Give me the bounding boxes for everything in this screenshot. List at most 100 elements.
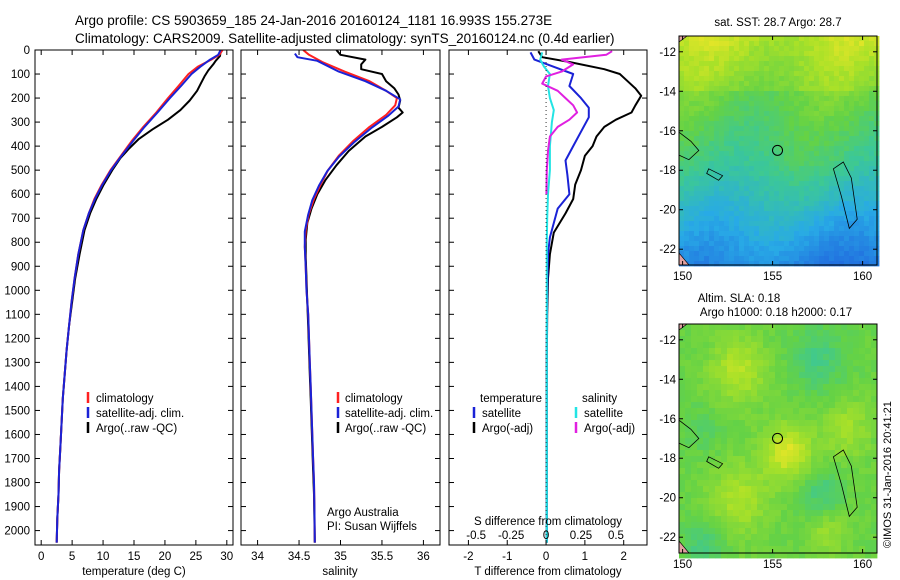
map-cell <box>834 206 840 212</box>
map-cell <box>691 498 698 505</box>
map-cell <box>721 510 728 517</box>
map-cell <box>769 480 776 487</box>
map-x-tick-label: 160 <box>853 271 872 283</box>
imos-credit: ©IMOS 31-Jan-2016 20:41:21 <box>882 401 894 548</box>
map-cell <box>781 426 788 433</box>
map-cell <box>685 384 692 391</box>
map-cell <box>704 226 710 232</box>
map-cell <box>719 236 725 242</box>
map-cell <box>779 51 785 57</box>
map-cell <box>781 354 788 361</box>
map-cell <box>859 534 866 541</box>
map-cell <box>859 76 865 82</box>
map-cell <box>865 546 872 553</box>
map-cell <box>849 106 855 112</box>
map-cell <box>763 390 770 397</box>
map-cell <box>824 166 830 172</box>
map-cell <box>865 402 872 409</box>
map-cell <box>749 191 755 197</box>
reef-outline <box>832 449 858 518</box>
map-cell <box>714 111 720 117</box>
map-cell <box>759 221 765 227</box>
map-cell <box>754 121 760 127</box>
map-cell <box>854 86 860 92</box>
map-cell <box>769 66 775 72</box>
map-cell <box>724 176 730 182</box>
map-cell <box>819 71 825 77</box>
map-cell <box>854 151 860 157</box>
map-cell <box>844 196 850 202</box>
map-cell <box>793 450 800 457</box>
map-cell <box>799 378 806 385</box>
map-cell <box>709 76 715 82</box>
map-cell <box>835 360 842 367</box>
map-cell <box>829 408 836 415</box>
map-cell <box>759 191 765 197</box>
map-cell <box>847 324 854 331</box>
map-cell <box>739 106 745 112</box>
map-cell <box>729 111 735 117</box>
map-cell <box>703 342 710 349</box>
map-cell <box>697 378 704 385</box>
map-cell <box>679 41 685 47</box>
map-cell <box>805 492 812 499</box>
map-cell <box>859 101 865 107</box>
map-cell <box>823 540 830 547</box>
map-cell <box>714 106 720 112</box>
map-cell <box>779 76 785 82</box>
map-cell <box>775 546 782 553</box>
map-cell <box>869 56 875 62</box>
depth-tick-label: 100 <box>11 69 30 81</box>
map-cell <box>689 111 695 117</box>
map-cell <box>834 156 840 162</box>
map-cell <box>811 342 818 349</box>
map-cell <box>853 432 860 439</box>
map-cell <box>789 131 795 137</box>
map-cell <box>754 251 760 257</box>
map-cell <box>789 141 795 147</box>
map-cell <box>703 546 710 553</box>
map-cell <box>864 156 870 162</box>
map-cell <box>729 56 735 62</box>
map-cell <box>745 360 752 367</box>
map-cell <box>799 221 805 227</box>
map-cell <box>729 146 735 152</box>
map-cell <box>751 498 758 505</box>
map-cell <box>814 36 820 42</box>
map-cell <box>844 246 850 252</box>
map-cell <box>714 216 720 222</box>
map-cell <box>719 246 725 252</box>
map-cell <box>784 216 790 222</box>
map-cell <box>789 71 795 77</box>
map-cell <box>829 61 835 67</box>
map-cell <box>784 81 790 87</box>
map-cell <box>744 51 750 57</box>
map-cell <box>847 348 854 355</box>
map-cell <box>691 432 698 439</box>
map-cell <box>799 46 805 52</box>
map-cell <box>829 516 836 523</box>
map-cell <box>849 51 855 57</box>
map-cell <box>727 468 734 475</box>
map-cell <box>847 450 854 457</box>
map-cell <box>847 330 854 337</box>
map-cell <box>751 462 758 469</box>
map-cell <box>871 468 878 475</box>
map-cell <box>739 408 746 415</box>
map-cell <box>699 86 705 92</box>
map-cell <box>829 492 836 499</box>
map-cell <box>697 510 704 517</box>
map-cell <box>859 136 865 142</box>
map-cell <box>724 186 730 192</box>
map-cell <box>824 101 830 107</box>
map-cell <box>849 61 855 67</box>
map-cell <box>709 196 715 202</box>
map-cell <box>739 474 746 481</box>
map-cell <box>699 176 705 182</box>
map-cell <box>871 510 878 517</box>
map-cell <box>709 522 716 529</box>
map-cell <box>721 414 728 421</box>
map-cell <box>733 450 740 457</box>
map-cell <box>769 354 776 361</box>
map-cell <box>764 136 770 142</box>
